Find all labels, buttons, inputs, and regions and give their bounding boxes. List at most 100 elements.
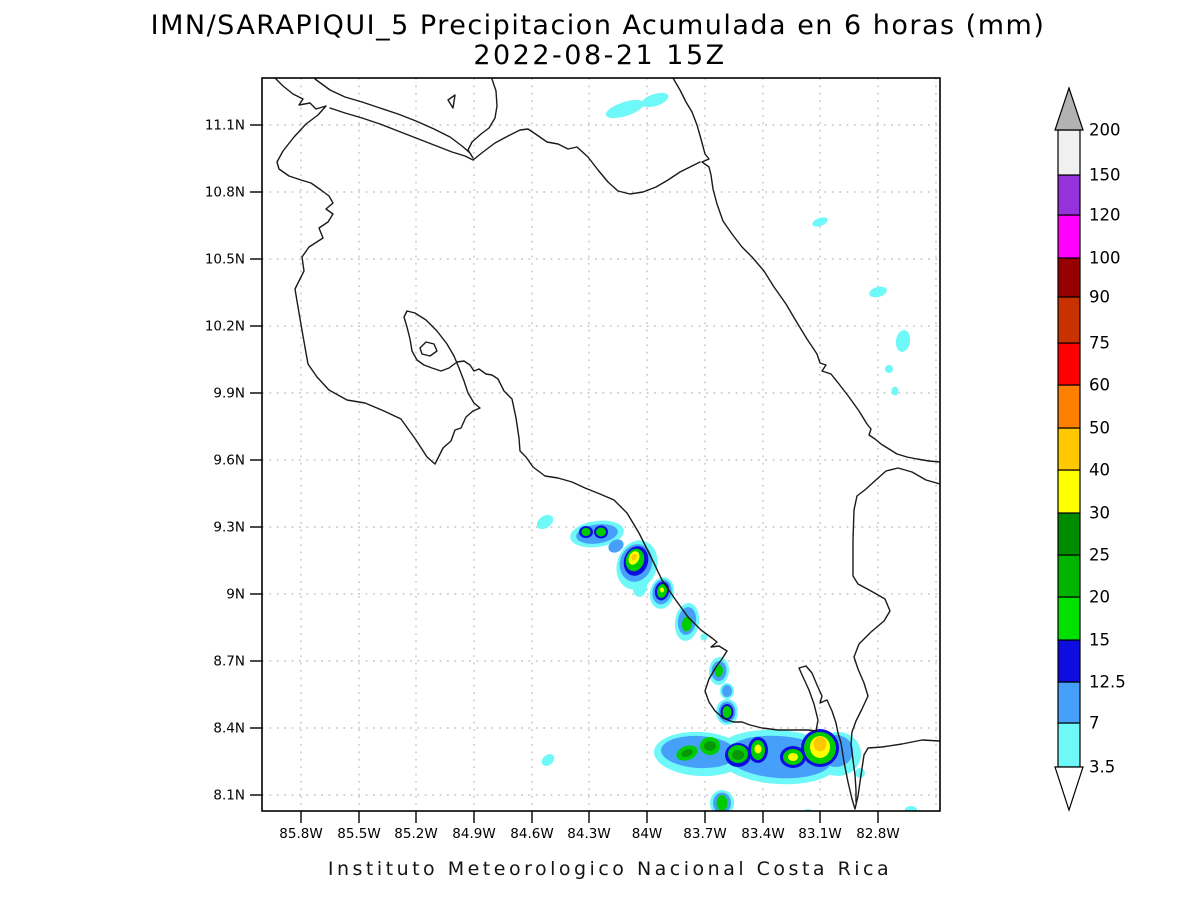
precip-cell [895, 330, 911, 352]
colorbar-label: 20 [1089, 588, 1110, 607]
lat-tick-label: 9.6N [213, 453, 245, 469]
grid-lines [262, 78, 940, 811]
colorbar-label: 7 [1089, 714, 1100, 733]
lat-tick-label: 8.1N [213, 788, 245, 804]
coastlines [274, 78, 940, 810]
figure-title: IMN/SARAPIQUI_5 Precipitacion Acumulada … [151, 10, 1046, 41]
axis-labels: 11.1N 10.8N 10.5N 10.2N 9.9N 9.6N 9.3N 9N 8.7N 8.… [205, 118, 900, 843]
precip-cell [812, 217, 828, 227]
lat-tick-label: 10.5N [205, 252, 245, 268]
lake-nicaragua-shore [314, 78, 498, 159]
colorbar-arrow-down [1054, 766, 1084, 812]
colorbar-segment [1057, 596, 1081, 641]
lat-tick-label: 9.3N [213, 520, 245, 536]
pacific-coastline [274, 78, 940, 810]
colorbar-label: 30 [1089, 504, 1110, 523]
lon-tick-label: 84.6W [510, 826, 553, 842]
lat-tick-label: 8.7N [213, 654, 245, 670]
precip-cell [869, 286, 887, 298]
colorbar-segment [1057, 469, 1081, 514]
precip-cell [716, 795, 728, 811]
precip-cell [605, 99, 645, 119]
precip-cell [536, 514, 554, 530]
colorbar-label: 60 [1089, 376, 1110, 395]
precip-cell [722, 685, 732, 697]
precip-cell [704, 741, 716, 751]
colorbar-segment [1057, 554, 1081, 598]
colorbar-segment [1057, 681, 1081, 724]
axis-ticks [250, 124, 879, 823]
precip-cell [681, 616, 693, 632]
precip-cell [754, 744, 762, 754]
lon-tick-label: 83.1W [798, 826, 841, 842]
colorbar-label: 200 [1089, 121, 1121, 140]
colorbar-segment [1057, 174, 1081, 216]
lat-tick-label: 11.1N [205, 118, 245, 134]
precip-cell [608, 539, 624, 553]
lon-tick-label: 83.4W [741, 826, 784, 842]
figure-caption: Instituto Meteorologico Nacional Costa R… [328, 858, 892, 880]
lon-tick-label: 85.8W [279, 826, 322, 842]
precip-cell [813, 736, 827, 752]
precip-cell [660, 587, 664, 593]
lon-tick-label: 83.7W [683, 826, 726, 842]
precip-cell [631, 553, 637, 561]
precip-cell [596, 527, 606, 537]
colorbar-arrow-up [1054, 86, 1084, 131]
precip-cell [885, 365, 893, 373]
precip-cell [581, 528, 591, 536]
lat-tick-label: 10.8N [205, 185, 245, 201]
precip-cell [632, 577, 648, 597]
colorbar-segment [1057, 722, 1081, 768]
precip-cell [722, 706, 732, 718]
colorbar-label: 120 [1089, 206, 1121, 225]
colorbar-segment [1057, 296, 1081, 344]
colorbar-segment [1057, 257, 1081, 298]
precip-cell [641, 92, 669, 108]
colorbar-segment [1057, 512, 1081, 556]
lon-tick-label: 85.2W [394, 826, 437, 842]
colorbar-segment [1057, 342, 1081, 386]
panama-border [850, 467, 940, 803]
colorbar-label: 40 [1089, 461, 1110, 480]
precip-cell [700, 633, 708, 641]
map-frame [261, 77, 941, 812]
colorbar-segment [1057, 384, 1081, 429]
colorbar-segment [1057, 639, 1081, 683]
figure-subtitle: 2022-08-21 15Z [473, 40, 726, 71]
precip-cell [905, 806, 917, 811]
colorbar-label: 25 [1089, 546, 1110, 565]
nicaragua-border [329, 107, 701, 195]
precip-cell [681, 749, 693, 757]
colorbar-label: 3.5 [1089, 758, 1115, 777]
colorbar-label: 100 [1089, 249, 1121, 268]
colorbar-segment [1057, 129, 1081, 176]
lon-tick-label: 85.5W [337, 826, 380, 842]
colorbar-label: 75 [1089, 334, 1110, 353]
precip-cell [714, 665, 724, 677]
lon-tick-label: 84.9W [452, 826, 495, 842]
precip-cell [788, 753, 798, 761]
colorbar-label: 150 [1089, 166, 1121, 185]
lon-tick-label: 84.3W [567, 826, 610, 842]
precip-cells [536, 92, 917, 811]
lon-tick-label: 84W [632, 826, 663, 842]
solentiname-island [447, 94, 456, 109]
colorbar: 3.5 7 12.5 15 20 25 30 40 50 60 75 90 100 120 150 200 [1054, 86, 1126, 812]
lon-tick-label: 82.8W [856, 826, 899, 842]
colorbar-label: 50 [1089, 419, 1110, 438]
precip-cell [855, 768, 865, 778]
lat-tick-label: 9.9N [213, 386, 245, 402]
colorbar-segment [1057, 427, 1081, 471]
caribbean-coastline [672, 78, 940, 463]
precip-cell [804, 809, 812, 811]
precip-cell [891, 386, 899, 396]
precip-cell [732, 750, 744, 760]
chira-island [419, 341, 438, 357]
colorbar-segment [1057, 214, 1081, 259]
lat-tick-label: 10.2N [205, 319, 245, 335]
colorbar-label: 90 [1089, 288, 1110, 307]
colorbar-label: 12.5 [1089, 673, 1126, 692]
